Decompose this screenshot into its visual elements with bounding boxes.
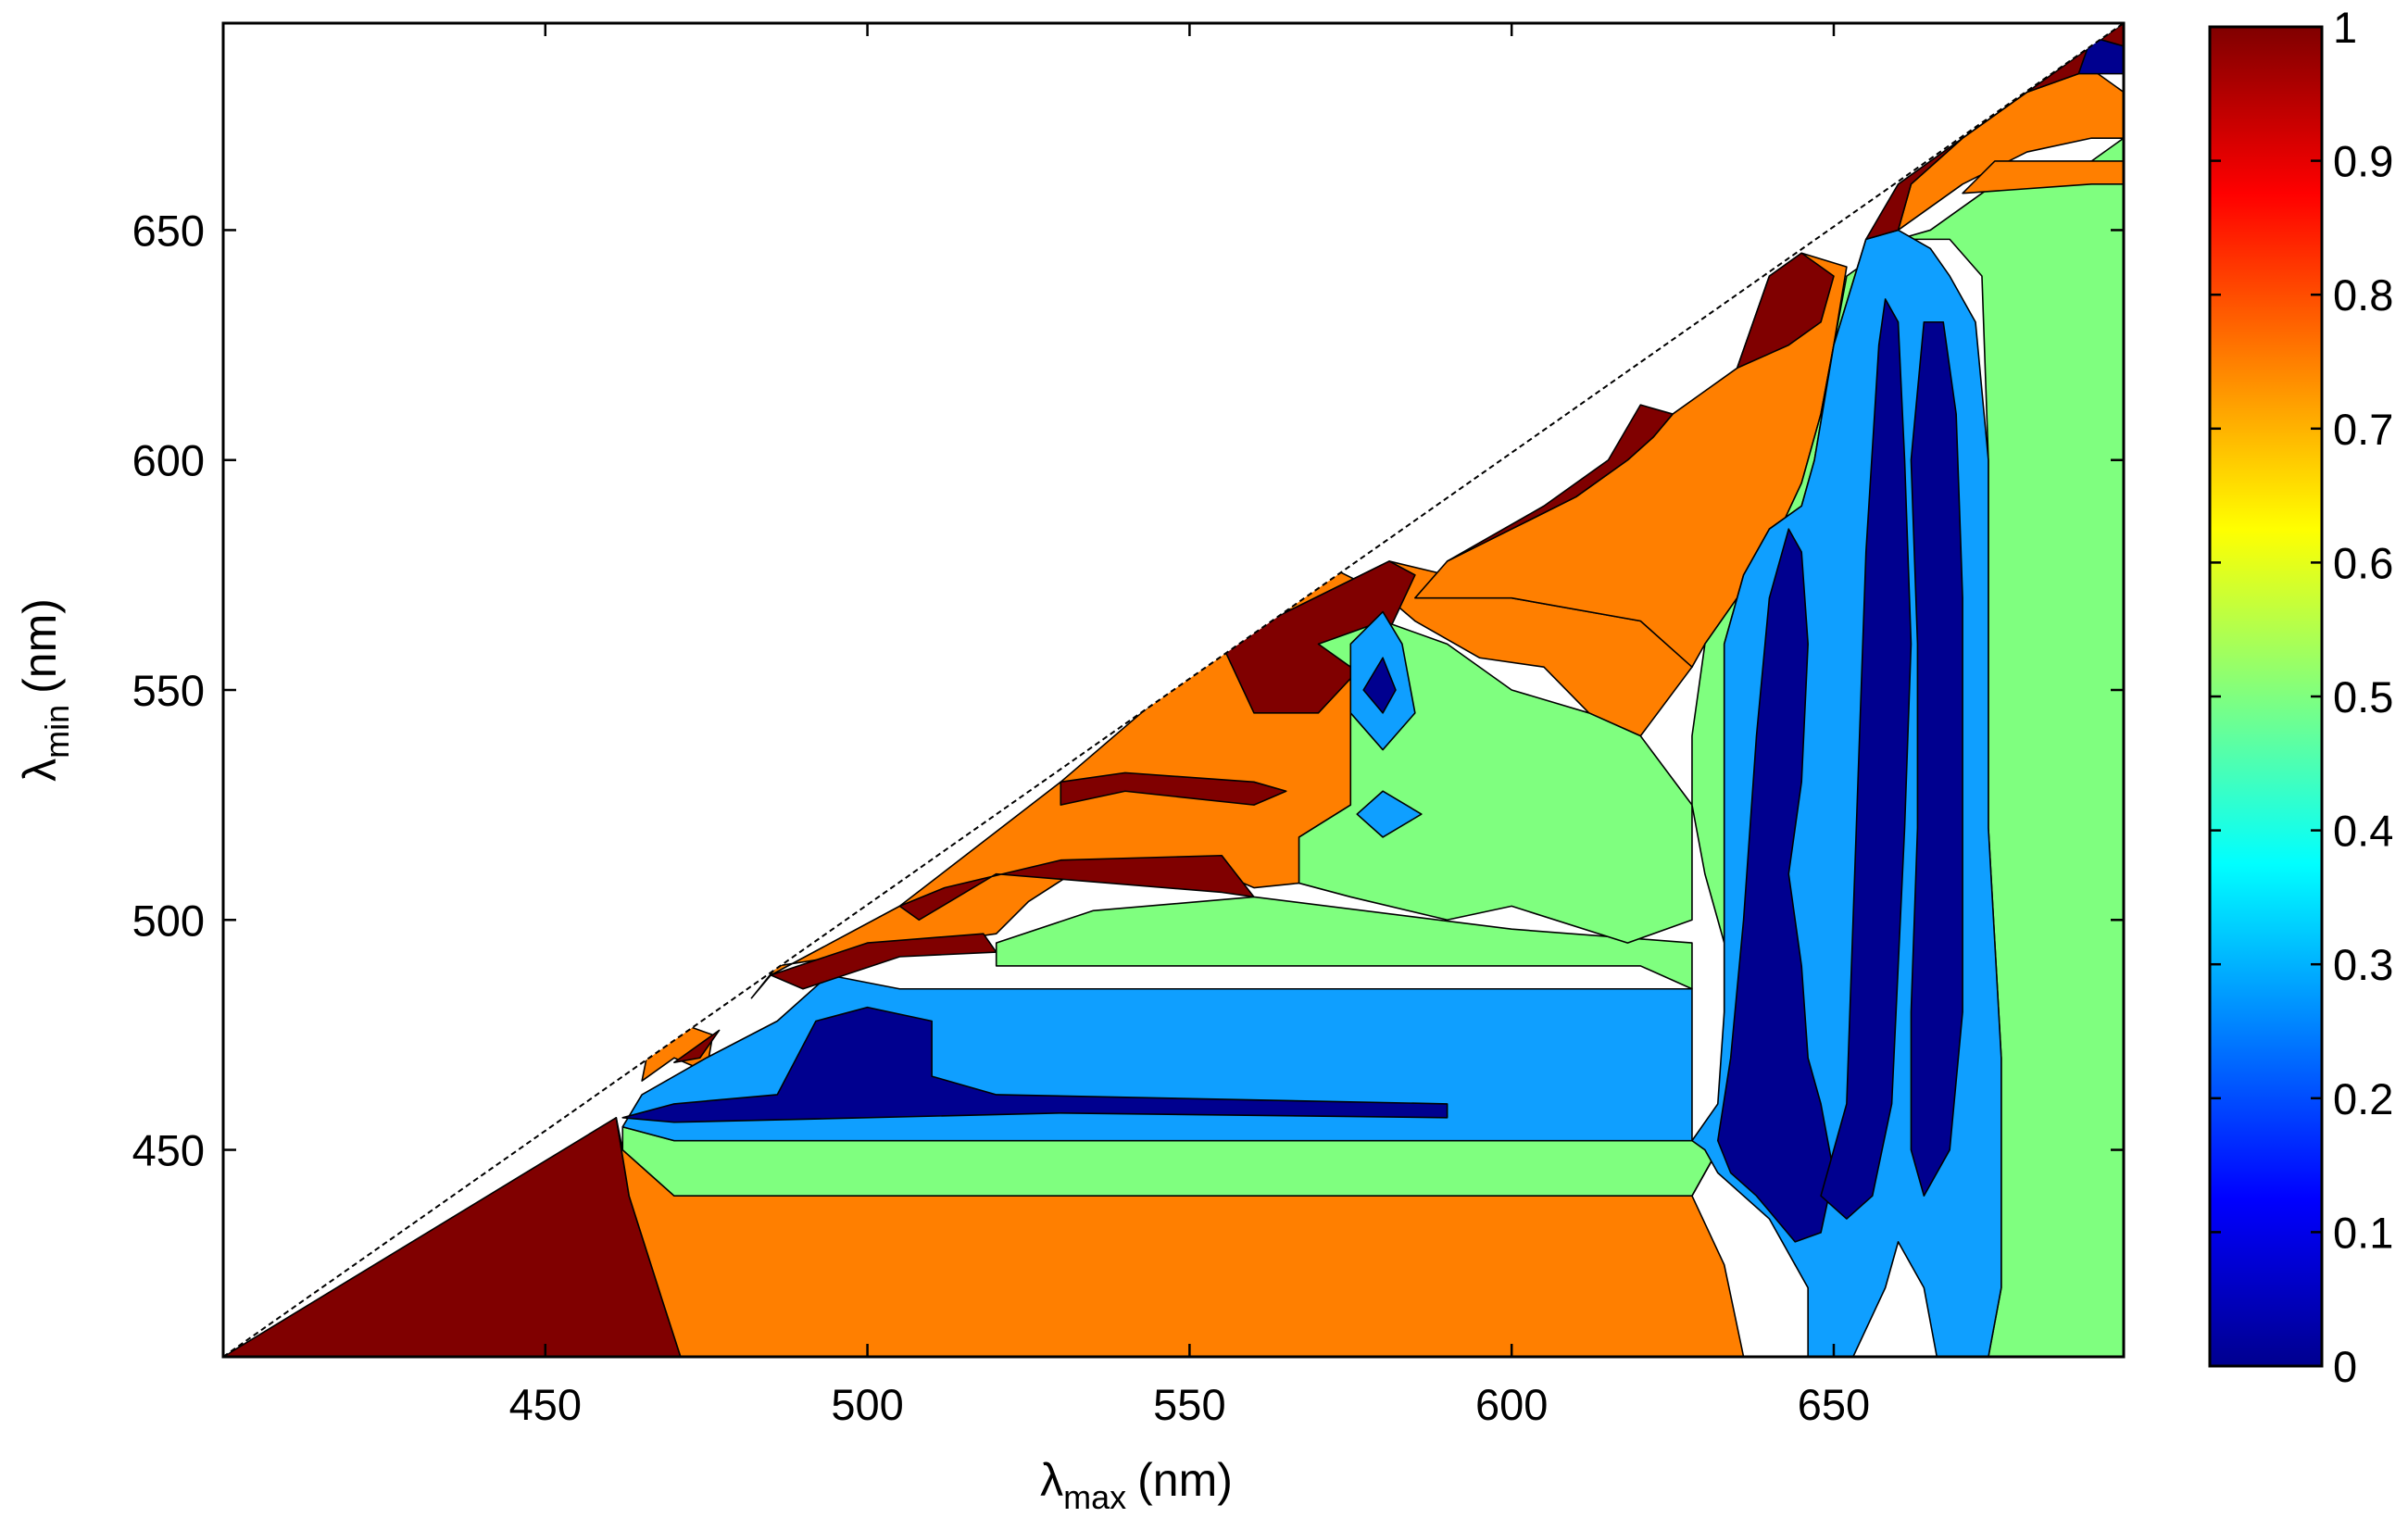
contour-region-22 — [1716, 528, 1835, 1243]
colorbar-tick-label: 1 — [2333, 3, 2357, 52]
colorbar-tick-label: 0.4 — [2333, 807, 2393, 856]
y-axis-title: λmin (nm) — [14, 598, 76, 782]
diagonal-boundary — [223, 23, 2124, 1357]
contour-region-23 — [1820, 298, 1913, 1220]
y-axis-symbol: λ — [14, 759, 66, 782]
colorbar-tick-label: 0.5 — [2333, 672, 2393, 721]
x-tick-label: 650 — [1798, 1380, 1870, 1429]
colorbar-tick-label: 0.9 — [2333, 137, 2393, 186]
colorbar: 0 0.1 0.2 0.3 0.4 0.5 0.6 0.7 0.8 0.9 1 — [2208, 3, 2393, 1391]
x-axis-symbol: λ — [1040, 1454, 1063, 1506]
y-tick-label: 650 — [132, 206, 205, 255]
x-tick-label: 450 — [509, 1380, 582, 1429]
contour-region-16 — [1362, 657, 1397, 714]
x-tick-label: 550 — [1153, 1380, 1225, 1429]
contour-region-18 — [1446, 404, 1674, 562]
plot-area: 450 500 550 600 650 450 500 550 600 650 — [132, 21, 2126, 1429]
contour-region-28 — [1962, 160, 2124, 194]
x-axis-unit: (nm) — [1137, 1454, 1233, 1506]
contour-region-6 — [621, 1006, 1449, 1123]
contour-region-4 — [673, 1029, 721, 1064]
colorbar-tick-label: 0.7 — [2333, 405, 2393, 454]
colorbar-ticks: 0 0.1 0.2 0.3 0.4 0.5 0.6 0.7 0.8 0.9 1 — [2210, 3, 2393, 1391]
x-axis-ticks: 450 500 550 600 650 — [509, 23, 1870, 1429]
y-tick-label: 500 — [132, 896, 205, 945]
colorbar-gradient — [2210, 27, 2322, 1366]
colorbar-tick-label: 0.2 — [2333, 1074, 2393, 1123]
contour-region-12 — [995, 896, 1693, 990]
x-tick-label: 600 — [1475, 1380, 1548, 1429]
contour-region-24 — [1910, 320, 1963, 1198]
colorbar-tick-label: 0.6 — [2333, 538, 2393, 587]
contour-region-10 — [1060, 771, 1287, 806]
y-axis-subscript: min — [38, 705, 76, 759]
colorbar-tick-label: 0.1 — [2333, 1208, 2393, 1257]
y-tick-label: 450 — [132, 1126, 205, 1175]
colorbar-tick-label: 0.8 — [2333, 270, 2393, 320]
y-tick-label: 600 — [132, 436, 205, 485]
contour-regions — [223, 23, 2124, 1357]
contour-region-19 — [1736, 252, 1835, 370]
colorbar-tick-label: 0 — [2333, 1342, 2357, 1391]
x-tick-label: 500 — [831, 1380, 903, 1429]
x-axis-subscript: max — [1063, 1478, 1126, 1516]
colorbar-tick-label: 0.3 — [2333, 940, 2393, 989]
x-axis-title: λmax (nm) — [1040, 1454, 1233, 1516]
y-axis-ticks: 450 500 550 600 650 — [132, 206, 2124, 1175]
y-axis-unit: (nm) — [14, 598, 66, 694]
contour-region-15 — [1356, 790, 1423, 838]
contour-region-26 — [1864, 23, 2124, 241]
y-tick-label: 550 — [132, 666, 205, 715]
